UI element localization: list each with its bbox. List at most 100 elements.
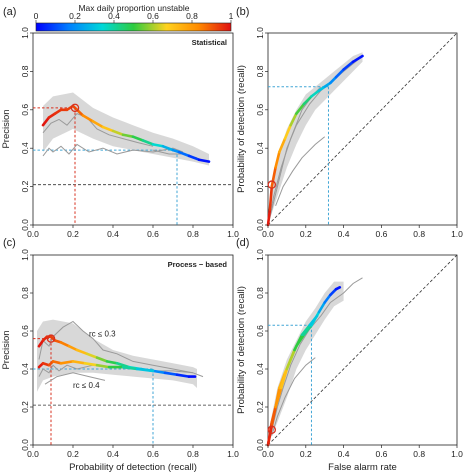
grey-series-line <box>267 277 363 446</box>
optimum-marker <box>46 334 56 343</box>
colorbar-tick-label: 0.4 <box>108 11 120 21</box>
colorbar-gradient <box>35 22 232 32</box>
series-segment <box>161 144 175 152</box>
y-tick-label: 0.6 <box>255 104 265 116</box>
series-segment <box>59 341 71 348</box>
series-segment <box>91 120 105 129</box>
series-segment <box>101 125 115 133</box>
x-tick-label: 0.0 <box>27 229 39 239</box>
series-segment <box>293 333 304 352</box>
series-segment <box>295 102 306 115</box>
series-segment <box>310 89 321 98</box>
series-segment <box>41 116 51 127</box>
x-tick-label: 0.0 <box>262 449 274 459</box>
x-tick-label: 0.4 <box>338 229 350 239</box>
x-tick-label: 0.0 <box>262 229 274 239</box>
x-axis-title: False alarm rate <box>328 462 397 473</box>
y-tick-label: 0.6 <box>20 104 30 116</box>
x-tick-label: 1.0 <box>227 229 239 239</box>
x-tick-label: 0.8 <box>413 229 425 239</box>
series-segment <box>95 363 111 369</box>
series-segment <box>111 129 125 137</box>
panel-label-c: (c) <box>3 237 16 249</box>
colored-series-line <box>266 314 319 447</box>
panel-label-a: (a) <box>3 6 16 18</box>
y-tick-label: 1.0 <box>255 27 265 39</box>
colorbar-tick-label: 0.8 <box>186 11 198 21</box>
x-tick-label: 0.6 <box>375 229 387 239</box>
x-tick-label: 0.4 <box>107 449 119 459</box>
x-tick-label: 0.4 <box>107 229 119 239</box>
series-segment <box>308 314 319 327</box>
series-segment <box>81 114 95 123</box>
colorbar-ticks: 0 0.2 0.4 0.6 0.8 1 <box>34 11 234 23</box>
y-tick-label: 0.4 <box>20 142 30 154</box>
y-tick-label: 1.0 <box>255 249 265 261</box>
panel-c: 0.0 0.2 0.4 0.6 0.8 1.0 0.0 0.2 0.4 0.6 0.8 1.0 Prec… <box>1 249 239 473</box>
y-tick-label: 0.2 <box>255 180 265 192</box>
series-segment <box>351 54 364 64</box>
y-tick-label: 0.8 <box>255 65 265 77</box>
series-segment <box>121 133 135 138</box>
series-segment <box>67 344 79 352</box>
y-tick-label: 0.8 <box>20 287 30 299</box>
series-segment <box>334 285 342 291</box>
colorbar-tick-label: 0 <box>34 11 39 21</box>
y-tick-label: 0.0 <box>255 439 265 451</box>
y-tick-label: 0.4 <box>255 363 265 375</box>
y-tick-label: 0.6 <box>255 325 265 337</box>
series-segment <box>187 154 201 162</box>
series-segment <box>266 208 272 227</box>
series-segment <box>270 405 277 428</box>
series-segment <box>329 287 338 297</box>
grey-series-line <box>44 372 106 385</box>
y-tick-label: 0.0 <box>20 219 30 231</box>
x-tick-label: 0.6 <box>375 449 387 459</box>
y-tick-label: 0.0 <box>20 439 30 451</box>
series-segment <box>342 60 355 71</box>
series-segment <box>302 323 313 337</box>
x-tick-label: 1.0 <box>227 449 239 459</box>
threshold-annotation: rᴄ ≤ 0.3 <box>89 330 116 339</box>
series-segment <box>95 356 109 363</box>
series-segment <box>135 367 155 373</box>
colored-series-line <box>37 360 155 373</box>
series-segment <box>75 348 89 356</box>
series-segment <box>300 323 311 337</box>
colorbar-tick-label: 0.6 <box>147 11 159 21</box>
x-tick-label: 1.0 <box>451 229 463 239</box>
series-segment <box>51 360 63 365</box>
x-tick-label: 0.8 <box>413 449 425 459</box>
series-segment <box>279 367 289 390</box>
series-segment <box>278 137 287 154</box>
x-tick-label: 0.0 <box>27 449 39 459</box>
series-segment <box>334 68 345 79</box>
series-segment <box>141 139 155 146</box>
y-tick-label: 0.8 <box>20 65 30 77</box>
series-segment <box>268 185 274 211</box>
y-axis-title: Precision <box>1 330 12 369</box>
series-segment <box>323 293 332 304</box>
panel-label-b: (b) <box>236 6 249 18</box>
y-tick-label: 0.6 <box>20 325 30 337</box>
y-axis-title: Precision <box>1 109 12 148</box>
y-tick-label: 1.0 <box>20 249 30 261</box>
uncertainty-band <box>268 52 363 226</box>
grey-series-line <box>42 143 184 157</box>
y-tick-label: 0.0 <box>255 219 265 231</box>
x-tick-label: 0.2 <box>67 229 79 239</box>
y-tick-label: 0.4 <box>255 142 265 154</box>
series-segment <box>302 95 313 106</box>
optimum-marker <box>267 180 277 189</box>
series-segment <box>175 373 191 378</box>
panel-label-d: (d) <box>236 237 249 249</box>
x-tick-label: 1.0 <box>451 449 463 459</box>
series-segment <box>274 386 283 409</box>
series-segment <box>266 424 274 447</box>
series-segment <box>83 361 99 367</box>
series-segment <box>317 301 327 314</box>
series-segment <box>177 150 191 158</box>
colored-series-line <box>41 104 211 163</box>
x-tick-label: 0.2 <box>67 449 79 459</box>
